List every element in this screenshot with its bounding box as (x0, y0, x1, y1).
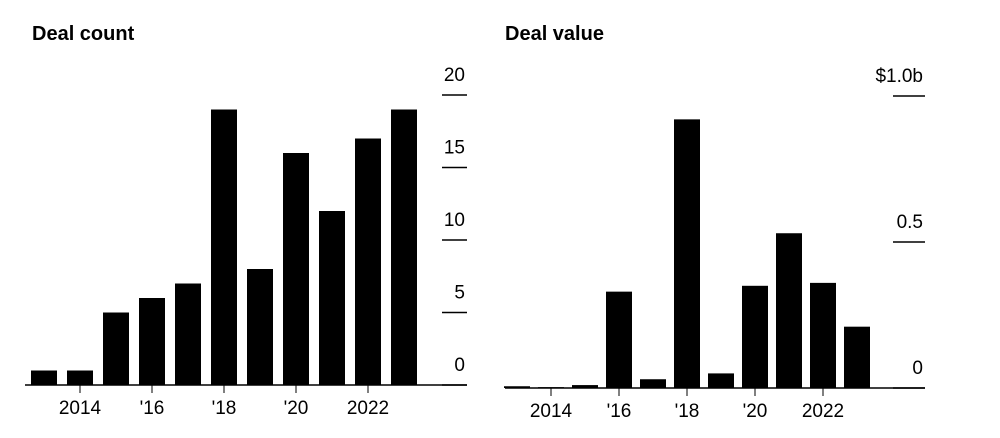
bar (139, 298, 165, 385)
x-tick-label: '16 (140, 398, 165, 419)
bar (844, 326, 870, 388)
bar (742, 285, 768, 388)
bar (391, 109, 417, 385)
bar (247, 269, 273, 385)
bar (674, 119, 700, 389)
y-tick-label: 0 (912, 358, 923, 379)
x-tick-label: 2022 (802, 401, 844, 422)
bar (572, 385, 598, 388)
x-tick-label: 2014 (530, 401, 573, 422)
bar (606, 291, 632, 388)
y-tick-label: 15 (444, 138, 465, 159)
bar (103, 312, 129, 385)
y-tick-label: 0 (454, 355, 465, 376)
bar (67, 370, 93, 385)
bar (31, 370, 57, 385)
y-tick-label: 5 (454, 283, 465, 304)
bar (776, 233, 802, 388)
bar (810, 282, 836, 388)
y-tick-label: 10 (444, 210, 465, 231)
bar (319, 211, 345, 385)
x-tick-label: 2022 (347, 398, 389, 419)
x-tick-label: '18 (675, 401, 700, 422)
x-tick-label: '20 (284, 398, 309, 419)
bar (283, 153, 309, 385)
bar (175, 283, 201, 385)
chart-title: Deal value (505, 23, 604, 45)
y-tick-label: 0.5 (897, 212, 923, 233)
y-tick-label: 20 (444, 65, 465, 86)
y-tick-label: $1.0b (875, 66, 923, 87)
bar (355, 138, 381, 385)
bar (708, 373, 734, 388)
chart-title: Deal count (32, 23, 135, 45)
x-tick-label: '18 (212, 398, 237, 419)
x-tick-label: '16 (607, 401, 632, 422)
bar (504, 386, 530, 388)
x-tick-label: 2014 (59, 398, 102, 419)
bar (640, 379, 666, 388)
bar (211, 109, 237, 385)
x-tick-label: '20 (743, 401, 768, 422)
